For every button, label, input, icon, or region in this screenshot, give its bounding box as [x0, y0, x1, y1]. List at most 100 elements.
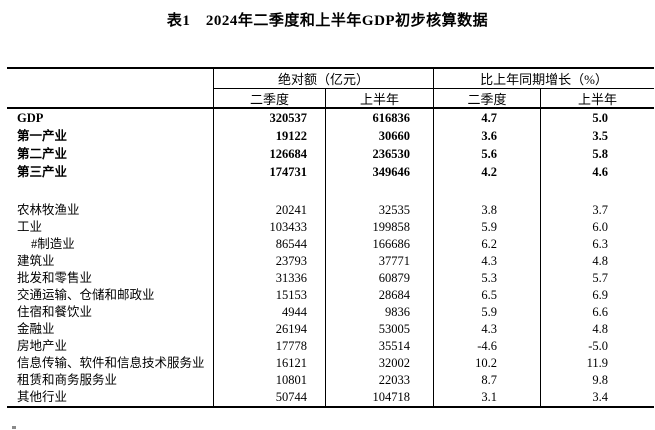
- growth-h1-value: 4.8: [540, 321, 654, 338]
- row-label: 金融业: [17, 322, 55, 336]
- table-row-other-industries: 其他行业 50744 104718 3.1 3.4: [7, 389, 654, 406]
- abs-h1-value: 199858: [325, 219, 433, 236]
- gdp-table: 绝对额（亿元） 比上年同期增长（%） 二季度 上半年 二季度 上半年 GDP 3…: [7, 67, 654, 408]
- growth-q2-value: 4.3: [433, 321, 540, 338]
- row-label: 租赁和商务服务业: [17, 373, 118, 387]
- table-row-construction: 建筑业 23793 37771 4.3 4.8: [7, 253, 654, 270]
- header-empty-label-cell: [7, 69, 213, 107]
- table-row-real-estate: 房地产业 17778 35514 -4.6 -5.0: [7, 338, 654, 355]
- growth-h1-value: 4.6: [540, 163, 654, 181]
- table-row-industry: 工业 103433 199858 5.9 6.0: [7, 219, 654, 236]
- abs-h1-value: 236530: [325, 145, 433, 163]
- table-header: 绝对额（亿元） 比上年同期增长（%） 二季度 上半年 二季度 上半年: [7, 69, 654, 109]
- row-label: 住宿和餐饮业: [17, 305, 93, 319]
- spacer-cell: [7, 181, 213, 202]
- table-row-primary-industry: 第一产业 19122 30660 3.6 3.5: [7, 127, 654, 145]
- row-label: 批发和零售业: [17, 271, 93, 285]
- abs-q2-value: 174731: [213, 163, 325, 181]
- subheader-abs-h1: 上半年: [324, 89, 433, 107]
- spacer-cell: [540, 181, 654, 202]
- growth-h1-value: 3.5: [540, 127, 654, 145]
- abs-h1-value: 104718: [325, 389, 433, 406]
- abs-q2-value: 31336: [213, 270, 325, 287]
- spacer-cell: [325, 181, 433, 202]
- abs-q2-value: 19122: [213, 127, 325, 145]
- abs-h1-value: 53005: [325, 321, 433, 338]
- table-row-leasing-business-services: 租赁和商务服务业 10801 22033 8.7 9.8: [7, 372, 654, 389]
- table-row-transport-storage-post: 交通运输、仓储和邮政业 15153 28684 6.5 6.9: [7, 287, 654, 304]
- growth-h1-value: 6.0: [540, 219, 654, 236]
- growth-h1-value: 6.6: [540, 304, 654, 321]
- row-label: 第二产业: [17, 147, 68, 161]
- growth-q2-value: 5.6: [433, 145, 540, 163]
- growth-q2-value: 4.3: [433, 253, 540, 270]
- row-label: 第一产业: [17, 129, 68, 143]
- growth-q2-value: 3.8: [433, 202, 540, 219]
- abs-h1-value: 22033: [325, 372, 433, 389]
- growth-h1-value: -5.0: [540, 338, 654, 355]
- growth-q2-value: 3.1: [433, 389, 540, 406]
- sub-header-row: 二季度 上半年 二季度 上半年: [213, 89, 654, 107]
- growth-q2-value: 3.6: [433, 127, 540, 145]
- growth-h1-value: 4.8: [540, 253, 654, 270]
- table-row-wholesale-retail: 批发和零售业 31336 60879 5.3 5.7: [7, 270, 654, 287]
- row-label: 房地产业: [17, 339, 68, 353]
- abs-q2-value: 17778: [213, 338, 325, 355]
- abs-h1-value: 30660: [325, 127, 433, 145]
- growth-q2-value: 10.2: [433, 355, 540, 372]
- abs-q2-value: 16121: [213, 355, 325, 372]
- subheader-abs-q2: 二季度: [213, 89, 325, 107]
- growth-q2-value: 5.9: [433, 304, 540, 321]
- col-group-absolute-amount: 绝对额（亿元）: [213, 69, 433, 88]
- abs-h1-value: 35514: [325, 338, 433, 355]
- table-row-manufacturing: #制造业 86544 166686 6.2 6.3: [7, 236, 654, 253]
- abs-h1-value: 32535: [325, 202, 433, 219]
- abs-q2-value: 23793: [213, 253, 325, 270]
- table-row-information-technology: 信息传输、软件和信息技术服务业 16121 32002 10.2 11.9: [7, 355, 654, 372]
- abs-q2-value: 50744: [213, 389, 325, 406]
- table-row-finance: 金融业 26194 53005 4.3 4.8: [7, 321, 654, 338]
- table-title: 表1 2024年二季度和上半年GDP初步核算数据: [166, 13, 489, 29]
- row-label: 农林牧渔业: [17, 203, 80, 217]
- growth-q2-value: 6.2: [433, 236, 540, 253]
- table-row-hotels-catering: 住宿和餐饮业 4944 9836 5.9 6.6: [7, 304, 654, 321]
- table-row-agriculture: 农林牧渔业 20241 32535 3.8 3.7: [7, 202, 654, 219]
- cropped-footnote-mark: [12, 426, 16, 429]
- abs-q2-value: 103433: [213, 219, 325, 236]
- abs-q2-value: 20241: [213, 202, 325, 219]
- abs-q2-value: 15153: [213, 287, 325, 304]
- growth-q2-value: 8.7: [433, 372, 540, 389]
- spacer-cell: [433, 181, 540, 202]
- abs-q2-value: 320537: [213, 109, 325, 127]
- table-row-gdp: GDP 320537 616836 4.7 5.0: [7, 109, 654, 127]
- growth-h1-value: 3.7: [540, 202, 654, 219]
- group-header-row: 绝对额（亿元） 比上年同期增长（%）: [213, 69, 654, 89]
- col-group-yoy-growth: 比上年同期增长（%）: [433, 69, 654, 88]
- abs-h1-value: 616836: [325, 109, 433, 127]
- growth-h1-value: 5.8: [540, 145, 654, 163]
- row-label: GDP: [17, 111, 44, 125]
- abs-q2-value: 86544: [213, 236, 325, 253]
- growth-h1-value: 6.3: [540, 236, 654, 253]
- row-label: 其他行业: [17, 390, 68, 404]
- row-label: 第三产业: [17, 165, 68, 179]
- growth-q2-value: 6.5: [433, 287, 540, 304]
- row-label: 交通运输、仓储和邮政业: [17, 288, 155, 302]
- growth-q2-value: 5.9: [433, 219, 540, 236]
- growth-q2-value: 4.7: [433, 109, 540, 127]
- abs-h1-value: 166686: [325, 236, 433, 253]
- spacer-row: [7, 181, 654, 202]
- spacer-cell: [213, 181, 325, 202]
- abs-q2-value: 10801: [213, 372, 325, 389]
- abs-h1-value: 60879: [325, 270, 433, 287]
- row-label: 工业: [17, 220, 43, 234]
- abs-h1-value: 349646: [325, 163, 433, 181]
- table-row-secondary-industry: 第二产业 126684 236530 5.6 5.8: [7, 145, 654, 163]
- table-body: GDP 320537 616836 4.7 5.0 第一产业 19122 306…: [7, 109, 654, 406]
- abs-h1-value: 32002: [325, 355, 433, 372]
- header-column-groups: 绝对额（亿元） 比上年同期增长（%） 二季度 上半年 二季度 上半年: [213, 69, 654, 107]
- growth-h1-value: 11.9: [540, 355, 654, 372]
- row-label: #制造业: [31, 237, 75, 251]
- growth-q2-value: 4.2: [433, 163, 540, 181]
